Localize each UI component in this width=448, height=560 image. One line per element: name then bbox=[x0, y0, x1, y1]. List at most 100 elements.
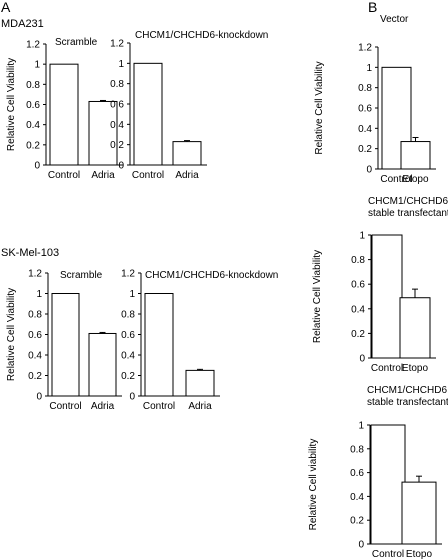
bar bbox=[370, 424, 406, 545]
bar bbox=[51, 293, 80, 397]
y-tick-label: 0.8 bbox=[358, 83, 372, 94]
chart-title-line: Scramble bbox=[55, 37, 98, 48]
category-label: Control bbox=[371, 363, 403, 374]
y-tick-label: 0.4 bbox=[121, 351, 135, 362]
y-tick-label: 1 bbox=[118, 59, 124, 70]
y-tick-label: 0 bbox=[366, 165, 372, 176]
y-axis-label: Relative Cell Viability bbox=[6, 288, 17, 381]
bar bbox=[400, 141, 431, 170]
bar bbox=[399, 297, 431, 359]
y-tick-label: 0.6 bbox=[351, 280, 365, 291]
chart-title-line: CHCM1/CHCHD6-knockdown bbox=[135, 30, 268, 41]
chart-3: 0 0.2 0.4 0.6 0.8 1 1.2 Control Adria Scramble Rel… bbox=[6, 269, 122, 412]
y-tick-label: 1.2 bbox=[110, 39, 124, 50]
y-tick-label: 0 bbox=[359, 354, 365, 365]
y-tick-label: 1.2 bbox=[26, 40, 40, 51]
y-tick-label: 0 bbox=[34, 161, 40, 172]
y-tick-label: 0.6 bbox=[26, 100, 40, 111]
y-axis-label: Relative Cell viability bbox=[308, 439, 319, 531]
y-tick-label: 0.8 bbox=[350, 444, 364, 455]
y-tick-label: 1.2 bbox=[121, 269, 135, 280]
cell-line-1-label: MDA231 bbox=[1, 18, 44, 30]
category-label: Control bbox=[49, 401, 81, 412]
y-tick-label: 0.8 bbox=[110, 79, 124, 90]
chart-2: 0 0.2 0.4 0.6 0.8 1 1.2 Control Adria CHCM1/CHCHD… bbox=[110, 30, 268, 181]
y-tick-label: 0 bbox=[358, 540, 364, 551]
y-tick-label: 0.8 bbox=[26, 80, 40, 91]
category-label: Control bbox=[143, 401, 175, 412]
chart-title-line: stable transfectant C3 bbox=[368, 208, 448, 219]
chart-title-line: CHCM1/CHCHD6-knockdown bbox=[145, 270, 278, 281]
bar bbox=[88, 100, 118, 166]
y-tick-label: 0 bbox=[118, 161, 124, 172]
y-tick-label: 0.8 bbox=[351, 255, 365, 266]
y-tick-label: 0.4 bbox=[350, 492, 364, 503]
y-axis-label: Relative Cell Viability bbox=[314, 61, 325, 154]
chart-title: Scramble bbox=[60, 270, 103, 281]
y-tick-label: 0.2 bbox=[351, 329, 365, 340]
y-tick-label: 0.6 bbox=[110, 100, 124, 111]
y-tick-label: 0.4 bbox=[28, 351, 42, 362]
category-label: Control bbox=[132, 170, 164, 181]
y-tick-label: 0.2 bbox=[110, 140, 124, 151]
panel-a-label: A bbox=[1, 0, 11, 15]
chart-title: Vector bbox=[380, 14, 409, 25]
y-tick-label: 0.2 bbox=[28, 371, 42, 382]
chart-7: 0 0.2 0.4 0.6 0.8 1 Control Etopo CHCM1/CHCHD6 st… bbox=[308, 385, 448, 560]
category-label: Etopo bbox=[406, 549, 433, 560]
chart-title-line: stable transfectant C4 bbox=[367, 397, 448, 408]
chart-title: Scramble bbox=[55, 37, 98, 48]
category-label: Etopo bbox=[402, 363, 429, 374]
y-tick-label: 0.2 bbox=[121, 371, 135, 382]
bar bbox=[371, 234, 403, 359]
bar bbox=[144, 293, 174, 397]
y-tick-label: 0.6 bbox=[358, 104, 372, 115]
y-tick-label: 0.2 bbox=[350, 516, 364, 527]
y-tick-label: 0.8 bbox=[121, 310, 135, 321]
chart-1: 0 0.2 0.4 0.6 0.8 1 1.2 Control Adria Scramble Rel… bbox=[6, 37, 123, 181]
category-label: Adria bbox=[91, 401, 115, 412]
y-tick-label: 0 bbox=[36, 392, 42, 403]
category-label: Adria bbox=[188, 401, 212, 412]
category-label: Etopo bbox=[402, 174, 429, 185]
category-label: Control bbox=[372, 549, 404, 560]
cell-line-2-label: SK-Mel-103 bbox=[1, 247, 59, 259]
y-tick-label: 0.4 bbox=[351, 304, 365, 315]
chart-title: CHCM1/CHCHD6-knockdown bbox=[135, 30, 268, 41]
bar bbox=[172, 141, 202, 166]
chart-title-line: Vector bbox=[380, 14, 409, 25]
category-label: Control bbox=[48, 170, 80, 181]
y-tick-label: 0.8 bbox=[28, 310, 42, 321]
y-tick-label: 1.2 bbox=[28, 269, 42, 280]
category-label: Adria bbox=[175, 170, 199, 181]
y-tick-label: 1 bbox=[358, 421, 364, 432]
y-tick-label: 0.4 bbox=[358, 124, 372, 135]
y-tick-label: 0.4 bbox=[110, 120, 124, 131]
y-tick-label: 1.2 bbox=[358, 43, 372, 54]
chart-4: 0 0.2 0.4 0.6 0.8 1 1.2 Control Adria CHCM1/CHCHD… bbox=[121, 269, 278, 413]
y-tick-label: 0.2 bbox=[358, 144, 372, 155]
panel-b-label: B bbox=[368, 0, 377, 15]
category-label: Control bbox=[380, 174, 412, 185]
bar bbox=[401, 481, 437, 545]
chart-title-line: CHCM1/CHCHD6 bbox=[368, 196, 448, 207]
chart-title-line: CHCM1/CHCHD6 bbox=[367, 385, 447, 396]
chart-title: CHCM1/CHCHD6-knockdown bbox=[145, 270, 278, 281]
y-tick-label: 1 bbox=[359, 231, 365, 242]
y-tick-label: 0.2 bbox=[26, 140, 40, 151]
bar bbox=[133, 62, 163, 166]
chart-title-line: Scramble bbox=[60, 270, 103, 281]
y-axis-label: Relative Cell Viability bbox=[312, 250, 323, 343]
category-label: Adria bbox=[91, 170, 115, 181]
y-axis-label: Relative Cell Viability bbox=[6, 58, 17, 151]
y-tick-label: 1 bbox=[366, 63, 372, 74]
y-tick-label: 0 bbox=[129, 392, 135, 403]
y-tick-label: 0.6 bbox=[350, 468, 364, 479]
bar bbox=[88, 332, 117, 397]
bar bbox=[185, 369, 215, 397]
